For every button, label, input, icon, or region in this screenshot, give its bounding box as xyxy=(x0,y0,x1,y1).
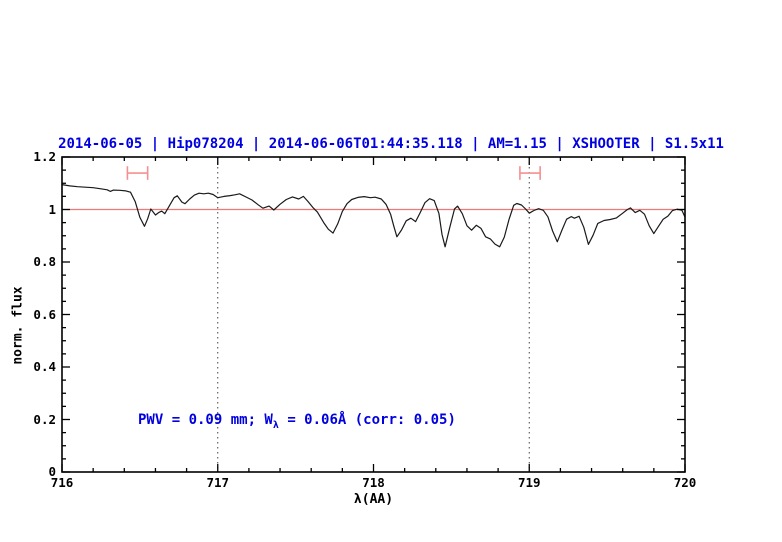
plot-title: 2014-06-05 | Hip078204 | 2014-06-06T01:4… xyxy=(58,136,724,152)
x-tick-label: 718 xyxy=(362,475,385,490)
y-tick-label: 0.4 xyxy=(33,359,56,374)
x-axis-label: λ(AA) xyxy=(353,492,394,507)
pwv-annotation: PWV = 0.09 mm; Wλ = 0.06Å (corr: 0.05) xyxy=(138,412,456,431)
pwv-annotation-lambda-subscript: λ xyxy=(272,419,279,431)
y-tick-label: 1.2 xyxy=(33,149,56,164)
x-tick-label: 720 xyxy=(673,475,697,490)
spectrum-line xyxy=(61,184,686,248)
x-tick-label: 716 xyxy=(50,475,74,490)
x-tick-label: 719 xyxy=(517,475,541,490)
y-tick-label: 0.8 xyxy=(33,254,56,269)
pwv-annotation-prefix: PWV = 0.09 mm; W xyxy=(138,412,273,428)
y-tick-label: 0.6 xyxy=(33,306,56,322)
y-tick-label: 0 xyxy=(48,464,56,479)
pwv-annotation-suffix: = 0.06Å (corr: 0.05) xyxy=(278,412,456,428)
y-tick-label: 1 xyxy=(48,201,56,217)
y-tick-label: 0.2 xyxy=(33,411,56,427)
x-tick-label: 717 xyxy=(206,475,230,490)
